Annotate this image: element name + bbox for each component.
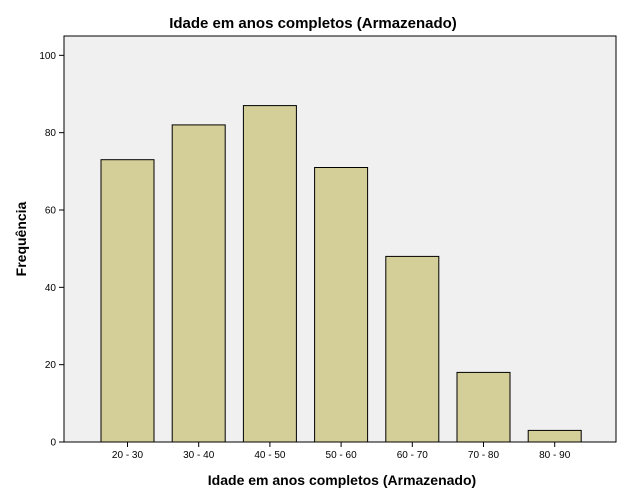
bar-60-70 (385, 255, 440, 443)
x-tick-label: 20 - 30 (112, 450, 144, 461)
chart-title: Idade em anos completos (Armazenado) (169, 15, 457, 32)
bar-20-30 (100, 159, 155, 443)
y-axis-label: Frequência (13, 201, 29, 276)
bars-group (100, 105, 582, 443)
bar-50-60 (314, 167, 369, 443)
x-tick-label: 60 - 70 (397, 450, 429, 461)
y-tick-label: 100 (39, 51, 56, 62)
bar-40-50 (242, 105, 297, 443)
x-tick-label: 50 - 60 (326, 450, 358, 461)
bar-70-80 (456, 371, 511, 443)
x-tick-label: 40 - 50 (254, 450, 286, 461)
x-tick-label: 70 - 80 (468, 450, 500, 461)
y-axis: 0 20 40 60 80 100 (39, 51, 64, 449)
y-tick-label: 0 (50, 438, 56, 449)
y-tick-label: 40 (45, 283, 57, 294)
y-tick-label: 80 (45, 128, 57, 139)
bar-30-40 (171, 124, 226, 443)
y-tick-label: 60 (45, 206, 57, 217)
x-tick-label: 30 - 40 (183, 450, 215, 461)
y-tick-label: 20 (45, 360, 57, 371)
x-axis: 20 - 30 30 - 40 40 - 50 50 - 60 60 - 70 70 - … (112, 442, 571, 461)
bar-80-90 (527, 429, 582, 443)
x-tick-label: 80 - 90 (539, 450, 571, 461)
x-axis-label: Idade em anos completos (Armazenado) (208, 472, 476, 488)
